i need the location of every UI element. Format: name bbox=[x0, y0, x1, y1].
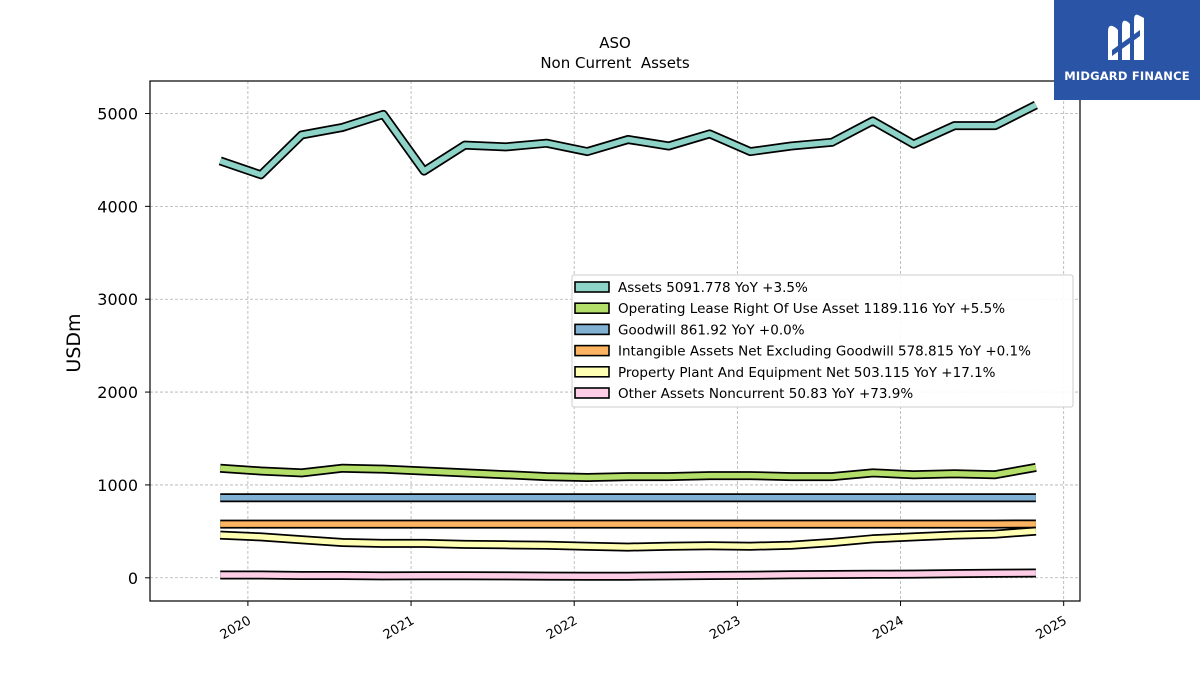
x-tick-label: 2024 bbox=[870, 613, 906, 643]
y-tick-label: 0 bbox=[128, 569, 138, 588]
brand-logo: MIDGARD FINANCE bbox=[1054, 0, 1200, 100]
legend-swatch bbox=[574, 387, 610, 399]
legend-label: Assets 5091.778 YoY +3.5% bbox=[618, 280, 808, 296]
series-line bbox=[219, 102, 1038, 178]
legend: Assets 5091.778 YoY +3.5% Operating Lease… bbox=[571, 274, 1074, 408]
chart-title: ASO bbox=[599, 34, 631, 52]
legend-swatch bbox=[574, 302, 610, 315]
legend-swatch bbox=[574, 323, 610, 336]
legend-label: Property Plant And Equipment Net 503.115… bbox=[618, 365, 996, 381]
legend-swatch bbox=[574, 281, 610, 293]
plot-frame bbox=[149, 80, 1081, 602]
legend-label: Goodwill 861.92 YoY +0.0% bbox=[618, 322, 805, 338]
legend-label: Operating Lease Right Of Use Asset 1189.… bbox=[618, 301, 1005, 317]
x-tick-label: 2021 bbox=[381, 613, 417, 643]
chart-subtitle: Non Current Assets bbox=[540, 54, 690, 72]
y-tick-label: 2000 bbox=[97, 383, 138, 402]
brand-logo-text: MIDGARD FINANCE bbox=[1064, 69, 1190, 83]
x-tick-label: 2023 bbox=[707, 613, 743, 643]
y-tick-label: 3000 bbox=[97, 290, 138, 309]
x-tick-label: 2020 bbox=[218, 613, 254, 643]
y-tick-label: 5000 bbox=[97, 105, 138, 124]
x-tick-label: 2025 bbox=[1034, 613, 1070, 643]
series-line bbox=[220, 528, 1037, 550]
legend-swatch bbox=[574, 365, 610, 378]
legend-label: Other Assets Noncurrent 50.83 YoY +73.9% bbox=[618, 386, 913, 402]
legend-swatch bbox=[574, 344, 610, 357]
series-layer bbox=[218, 100, 1038, 581]
legend-box bbox=[571, 274, 1074, 408]
legend-label: Intangible Assets Net Excluding Goodwill… bbox=[618, 344, 1031, 360]
brand-logo-icon bbox=[1108, 14, 1144, 61]
x-tick-label: 2022 bbox=[544, 613, 580, 643]
y-tick-label: 1000 bbox=[97, 476, 138, 495]
y-tick-label: 4000 bbox=[97, 197, 138, 216]
series-line bbox=[220, 570, 1036, 579]
y-axis-label: USDm bbox=[63, 313, 85, 372]
series-line bbox=[220, 464, 1037, 481]
